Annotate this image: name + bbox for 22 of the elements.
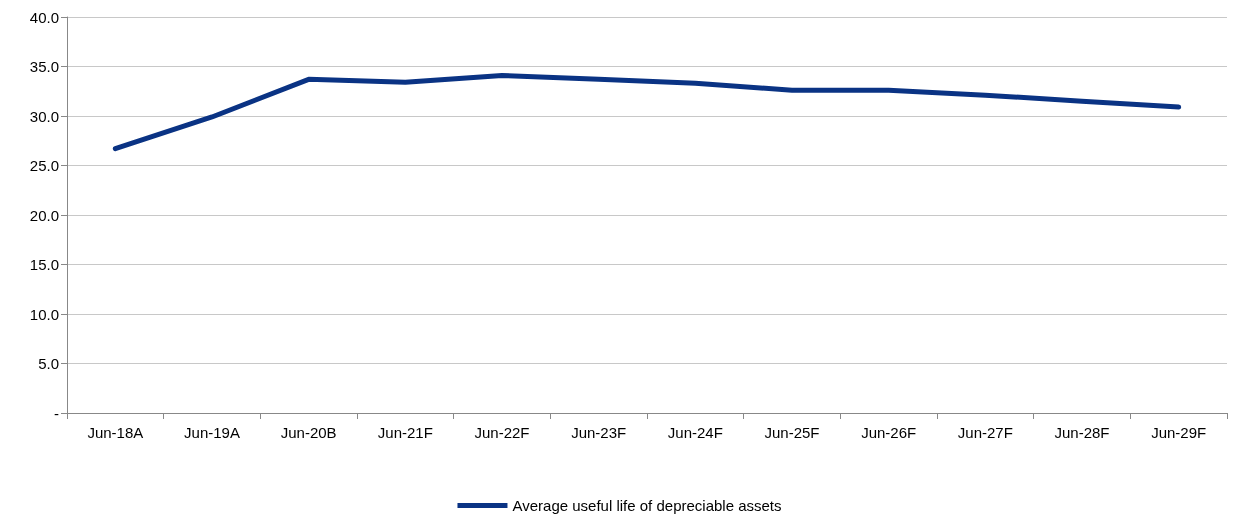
y-tick-label: 30.0 <box>29 107 59 125</box>
y-tick-label: 35.0 <box>29 58 59 75</box>
legend-label: Average useful life of depreciable assets <box>512 497 782 514</box>
y-tick-label: - <box>54 404 59 422</box>
y-tick-label: 25.0 <box>29 157 59 174</box>
x-tick-label: Jun-19A <box>184 424 240 441</box>
x-tick-label: Jun-23F <box>571 424 627 441</box>
y-tick-label: 40.0 <box>29 8 59 26</box>
x-tick-label: Jun-28F <box>1054 424 1110 441</box>
x-tick-label: Jun-27F <box>957 424 1013 441</box>
x-tick-label: Jun-18A <box>87 424 144 441</box>
y-tick-label: 10.0 <box>29 305 59 323</box>
x-tick-label: Jun-29F <box>1151 424 1207 441</box>
x-tick-label: Jun-24F <box>667 424 723 441</box>
y-tick-label: 5.0 <box>38 355 59 372</box>
y-tick-label: 15.0 <box>29 256 59 273</box>
x-tick-label: Jun-25F <box>764 424 820 441</box>
x-tick-label: Jun-21F <box>377 424 433 441</box>
x-tick-label: Jun-22F <box>474 424 530 441</box>
x-tick-label: Jun-20B <box>280 424 337 441</box>
x-tick-label: Jun-26F <box>861 424 917 441</box>
y-tick-label: 20.0 <box>29 206 59 224</box>
